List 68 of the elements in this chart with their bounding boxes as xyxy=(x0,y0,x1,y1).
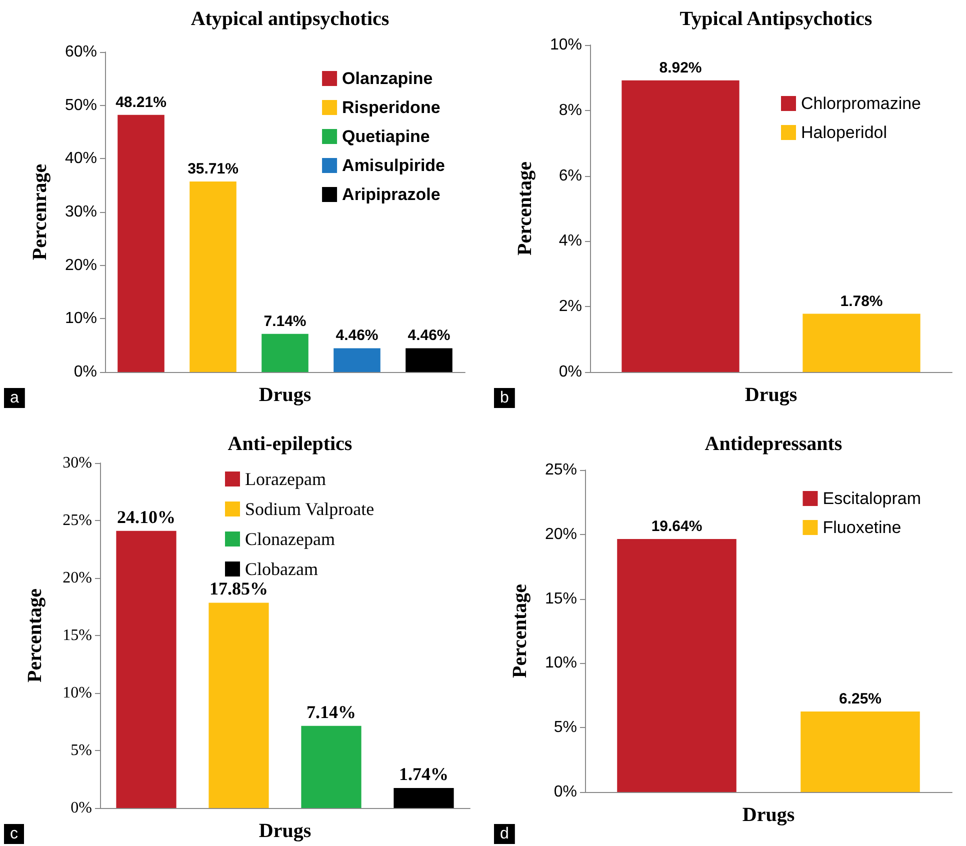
data-label: 1.74% xyxy=(399,764,448,784)
y-tick-label: 15% xyxy=(62,627,92,644)
data-label: 4.46% xyxy=(408,327,450,344)
y-tick-label: 20% xyxy=(544,526,577,543)
legend-label: Haloperidol xyxy=(801,123,888,142)
y-axis-title: Percenrage xyxy=(29,164,51,260)
y-tick-label: 10% xyxy=(64,310,97,328)
legend-label: Amisulpiride xyxy=(342,156,446,175)
x-axis-title: Drugs xyxy=(744,384,798,406)
text: a xyxy=(10,390,19,406)
data-label: 48.21% xyxy=(116,94,166,111)
y-tick-label: 20% xyxy=(62,570,92,586)
legend-label: Quetiapine xyxy=(342,127,430,146)
data-label: 7.14% xyxy=(306,702,356,722)
y-tick-label: 30% xyxy=(62,454,92,472)
text: d xyxy=(500,826,509,842)
y-tick-label: 10% xyxy=(550,36,582,54)
legend-label: Clobazam xyxy=(245,559,318,579)
legend-label: Lorazepam xyxy=(245,469,326,489)
y-tick-label: 6% xyxy=(558,167,582,184)
y-tick-label: 5% xyxy=(554,719,577,736)
y-tick-label: 25% xyxy=(544,462,577,478)
x-axis-title: Drugs xyxy=(258,820,312,842)
y-tick-label: 5% xyxy=(70,742,92,759)
legend-label: Clonazepam xyxy=(245,529,335,549)
y-tick-label: 0% xyxy=(558,364,582,380)
data-label: 1.78% xyxy=(840,292,883,310)
y-axis-title: Percentage xyxy=(24,588,46,683)
legend-label: Aripiprazole xyxy=(342,185,440,204)
data-label: 7.14% xyxy=(264,312,306,330)
legend-label: Chlorpromazine xyxy=(801,94,922,113)
y-tick-label: 15% xyxy=(544,590,577,608)
y-tick-label: 30% xyxy=(64,204,97,220)
data-label: 6.25% xyxy=(838,690,882,708)
legend-label: Olanzapine xyxy=(342,69,433,88)
chart-title: Antidepressants xyxy=(704,433,842,455)
y-tick-label: 50% xyxy=(64,96,97,114)
legend-label: Risperidone xyxy=(342,98,440,117)
y-tick-label: 40% xyxy=(64,150,97,168)
y-tick-label: 25% xyxy=(62,512,92,529)
data-label: 24.10% xyxy=(117,506,176,527)
data-label: 35.71% xyxy=(188,160,238,178)
y-tick-label: 0% xyxy=(74,364,97,380)
y-tick-label: 2% xyxy=(558,298,582,316)
y-tick-label: 10% xyxy=(544,654,577,672)
y-axis-title: Percentage xyxy=(509,584,531,678)
y-tick-label: 60% xyxy=(64,44,97,60)
legend-label: Fluoxetine xyxy=(822,518,902,537)
y-tick-label: 0% xyxy=(554,784,577,800)
chart-title: Atypical antipsychotics xyxy=(190,8,390,30)
chart-title: Anti-epileptics xyxy=(228,433,352,455)
legend-label: Escitalopram xyxy=(822,489,922,508)
data-label: 8.92% xyxy=(659,59,702,76)
y-tick-label: 0% xyxy=(70,800,92,816)
text: c xyxy=(10,826,18,842)
x-axis-title: Drugs xyxy=(258,384,312,406)
data-label: 4.46% xyxy=(336,327,378,344)
chart-title: Typical Antipsychotics xyxy=(680,8,872,30)
y-tick-label: 4% xyxy=(558,232,582,250)
y-tick-label: 20% xyxy=(64,256,97,274)
y-tick-label: 10% xyxy=(62,684,92,702)
legend-label: Sodium Valproate xyxy=(245,499,374,519)
y-tick-label: 8% xyxy=(558,102,582,119)
data-label: 19.64% xyxy=(651,518,702,536)
y-axis-title: Percentage xyxy=(514,161,536,256)
data-label: 17.85% xyxy=(210,578,268,599)
text: b xyxy=(500,390,509,406)
x-axis-title: Drugs xyxy=(742,804,795,826)
